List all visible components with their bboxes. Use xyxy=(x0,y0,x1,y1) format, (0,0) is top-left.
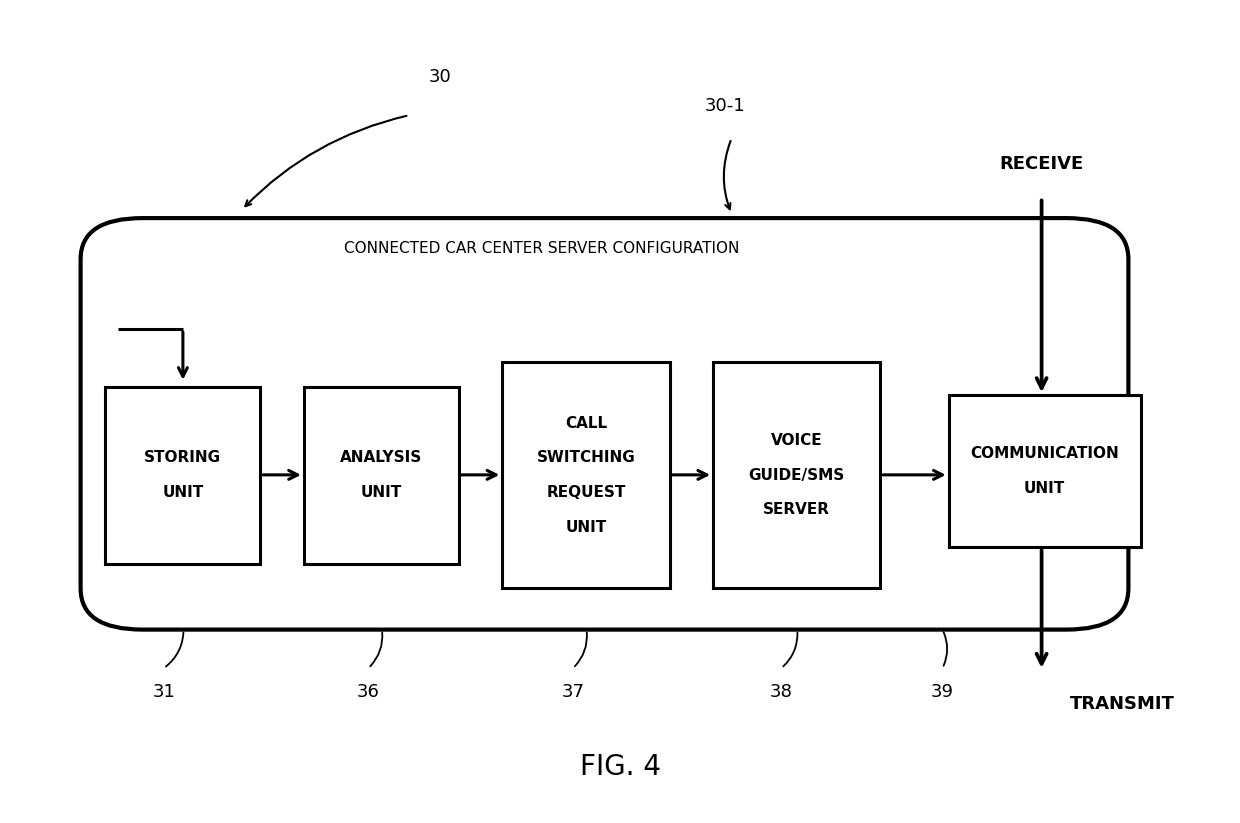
Text: RECEIVE: RECEIVE xyxy=(999,155,1084,173)
Text: VOICE: VOICE xyxy=(771,433,822,449)
Text: 37: 37 xyxy=(562,683,584,701)
Text: 36: 36 xyxy=(357,683,379,701)
Text: UNIT: UNIT xyxy=(565,519,606,535)
Text: GUIDE/SMS: GUIDE/SMS xyxy=(749,467,844,483)
Text: ANALYSIS: ANALYSIS xyxy=(340,450,423,466)
Text: 39: 39 xyxy=(931,683,954,701)
Bar xyxy=(105,387,260,564)
Text: 38: 38 xyxy=(770,683,792,701)
Text: STORING: STORING xyxy=(144,450,222,466)
Text: UNIT: UNIT xyxy=(1024,481,1065,496)
Bar xyxy=(713,362,880,588)
Text: 30-1: 30-1 xyxy=(706,97,745,115)
Bar xyxy=(502,362,670,588)
FancyBboxPatch shape xyxy=(81,218,1128,630)
Bar xyxy=(949,395,1141,547)
Text: UNIT: UNIT xyxy=(162,485,203,500)
Text: COMMUNICATION: COMMUNICATION xyxy=(971,446,1118,462)
Text: 30: 30 xyxy=(429,68,451,86)
Text: REQUEST: REQUEST xyxy=(546,485,626,500)
Text: SERVER: SERVER xyxy=(763,502,831,518)
Bar xyxy=(304,387,459,564)
Text: CALL: CALL xyxy=(565,416,606,431)
Text: TRANSMIT: TRANSMIT xyxy=(1070,695,1174,714)
Text: SWITCHING: SWITCHING xyxy=(537,450,635,466)
Text: CONNECTED CAR CENTER SERVER CONFIGURATION: CONNECTED CAR CENTER SERVER CONFIGURATIO… xyxy=(343,241,739,256)
Text: 31: 31 xyxy=(153,683,175,701)
Text: FIG. 4: FIG. 4 xyxy=(579,753,661,781)
Text: UNIT: UNIT xyxy=(361,485,402,500)
